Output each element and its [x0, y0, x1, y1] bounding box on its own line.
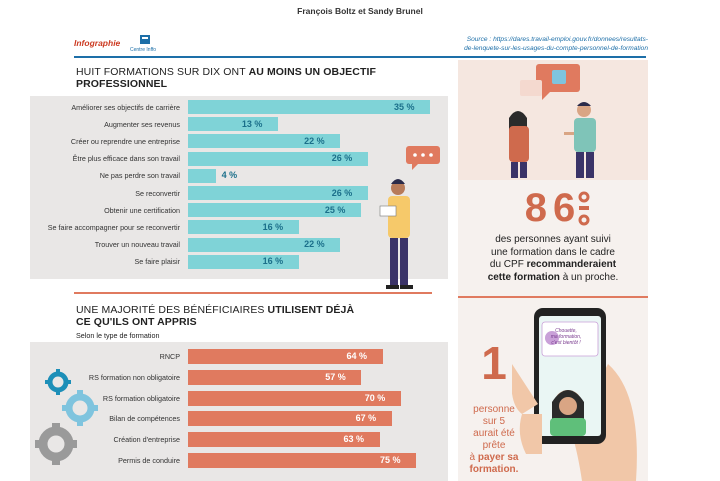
section2-title-line2: CE QU'ILS ONT APPRIS — [76, 316, 197, 328]
section2-title-normal: UNE MAJORITÉ DES BÉNÉFICIAIRES — [76, 304, 268, 316]
section2-title: UNE MAJORITÉ DES BÉNÉFICIAIRES UTILISENT… — [76, 304, 354, 328]
bar-label: Se faire accompagner pour se reconvertir — [47, 222, 180, 232]
bar-value-label: 16 % — [262, 256, 284, 267]
stat2-line5-bold: payer sa — [477, 452, 519, 463]
hand-holding-phone-illustration — [512, 308, 637, 481]
stat1-line4-bold: cette formation — [487, 271, 560, 283]
stat1-line4-normal: à un proche. — [559, 271, 619, 283]
two-people-talking-illustration — [509, 64, 596, 178]
infographie-logo: Infographie — [74, 38, 121, 48]
stat2-line2: sur 5 — [482, 416, 506, 427]
stat-1: 1 — [481, 337, 507, 389]
stat-86-text: des personnes ayant suivi une formation … — [458, 234, 648, 284]
bar-value-label: 70 % — [364, 392, 386, 403]
bar-value-label: 13 % — [241, 118, 263, 129]
stat1-line3: du CPF recommanderaient — [458, 259, 648, 272]
bar — [188, 411, 392, 427]
stat1-line3-normal: du CPF — [489, 259, 527, 270]
bar-label: RNCP — [159, 352, 180, 361]
section1-title-normal: HUIT FORMATIONS SUR DIX ONT — [76, 66, 249, 78]
bar-label: Se faire plaisir — [134, 257, 180, 267]
bar-value-label: 26 % — [331, 187, 353, 198]
source-line-1: Source : https://dares.travail-emploi.go… — [466, 36, 648, 43]
bar — [188, 100, 430, 114]
stat1-line1: des personnes ayant suivi — [495, 234, 611, 245]
bar — [188, 203, 361, 218]
bar-value-label: 63 % — [343, 434, 365, 445]
person-reading-illustration — [379, 146, 440, 289]
section1-title-line2: PROFESSIONNEL — [76, 78, 168, 90]
bar-value-label: 22 % — [304, 239, 325, 250]
bar-label: RS formation obligatoire — [102, 393, 180, 403]
stat-1-text: personne sur 5 aurait été prête à payer … — [462, 404, 526, 476]
bar-label: Améliorer ses objectifs de carrière — [71, 102, 180, 112]
bar-value-label: 16 % — [262, 221, 284, 232]
stat2-line3: aurait été — [473, 428, 515, 439]
bar — [188, 134, 341, 149]
bar-label: Créer ou reprendre une entreprise — [70, 136, 180, 146]
header-divider — [74, 56, 646, 58]
stat1-line3-bold: recommanderaient — [526, 259, 617, 270]
stat1-line2: une formation dans le cadre — [491, 246, 615, 258]
bar-label: Se reconvertir — [135, 188, 180, 198]
bar — [188, 369, 362, 385]
bar — [188, 220, 299, 235]
stat2-line4: prête — [482, 440, 506, 451]
stat-86: 86 — [524, 186, 582, 230]
phone-speech-bubble: Chouette, ma formation, c'est bientôt ! — [544, 328, 588, 346]
bar-value-label: 57 % — [325, 371, 346, 382]
bar — [188, 432, 380, 448]
bar-value-label: 67 % — [355, 413, 377, 424]
bar-value-label: 75 % — [380, 455, 401, 465]
bubble-line1: Chouette, — [555, 328, 577, 334]
centre-inffo-logo-icon — [140, 35, 150, 44]
stat2-line6: formation. — [462, 464, 526, 476]
bar-label: Trouver un nouveau travail — [94, 240, 180, 250]
bar-label: RS formation non obligatoire — [88, 372, 180, 382]
bar — [188, 390, 401, 406]
bubble-line2: ma formation, — [550, 334, 582, 340]
bar-label: Permis de conduire — [118, 456, 180, 465]
bar-value-label: 4 % — [221, 170, 238, 181]
bar-label: Bilan de compétences — [109, 414, 180, 424]
bar — [188, 168, 216, 183]
source-note: Source : https://dares.travail-emploi.go… — [464, 35, 648, 53]
bar — [188, 237, 341, 252]
bar — [188, 151, 368, 166]
bar — [188, 453, 416, 468]
bar-label: Obtenir une certification — [104, 205, 180, 215]
bar-value-label: 64 % — [346, 351, 368, 361]
bar-label: Ne pas perdre son travail — [99, 171, 180, 181]
stat2-line1: personne — [473, 404, 515, 415]
section1-title-bold: AU MOINS UN OBJECTIF — [248, 66, 376, 78]
bar — [188, 254, 299, 269]
percent-icon — [578, 191, 590, 226]
bar — [188, 117, 278, 132]
stat2-line5: à payer sa — [462, 452, 526, 464]
section2-subtitle: Selon le type de formation — [76, 331, 160, 340]
authors: François Boltz et Sandy Brunel — [297, 6, 423, 16]
bar-label: Être plus efficace dans son travail — [72, 154, 180, 164]
logo-subtitle: Centre Inffo — [130, 47, 157, 53]
bar-label: Création d'entreprise — [113, 435, 181, 445]
bar — [188, 349, 383, 364]
stat1-line4: cette formation à un proche. — [458, 272, 648, 285]
bar-value-label: 22 % — [304, 135, 325, 146]
section2-title-bold: UTILISENT DÉJÀ — [267, 304, 355, 316]
source-line-2: de-lenquete-sur-les-usages-du-compte-per… — [464, 45, 648, 52]
stat2-line5-normal: à — [469, 452, 478, 463]
bar-value-label: 35 % — [394, 101, 415, 112]
stat2-line6-bold: formation. — [469, 464, 519, 475]
gears-icon — [35, 369, 98, 465]
section-divider — [74, 292, 432, 294]
bar-value-label: 26 % — [331, 153, 353, 164]
bubble-line3: c'est bientôt ! — [551, 340, 581, 346]
right-divider — [458, 296, 648, 298]
section1-title: HUIT FORMATIONS SUR DIX ONT AU MOINS UN … — [76, 66, 376, 90]
bar-label: Augmenter ses revenus — [104, 119, 180, 129]
bar — [188, 186, 368, 200]
bar-value-label: 25 % — [324, 204, 346, 215]
